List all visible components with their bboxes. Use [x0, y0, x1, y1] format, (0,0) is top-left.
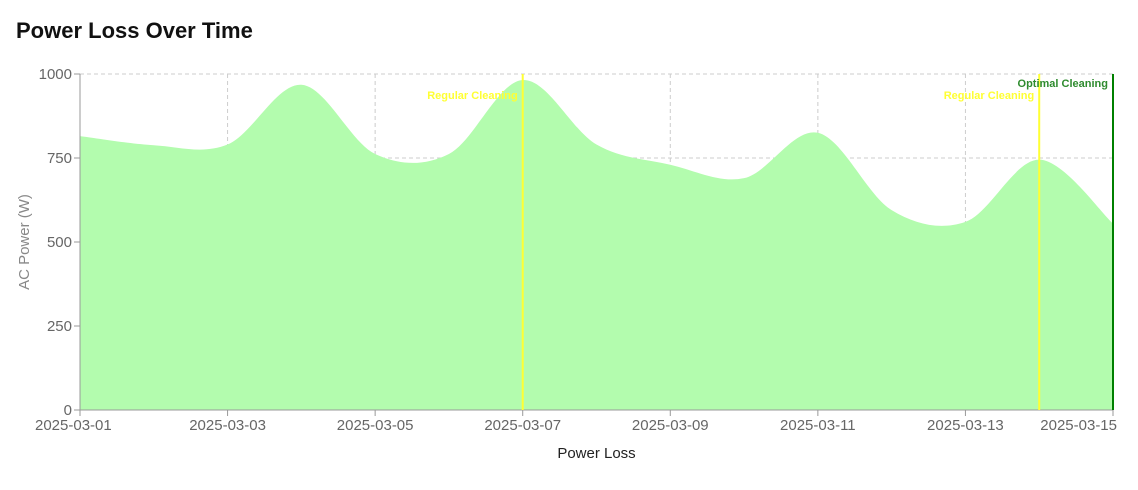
y-tick-label: 500 — [47, 234, 72, 251]
x-tick-label: 2025-03-07 — [484, 417, 561, 434]
power-area — [80, 80, 1113, 411]
data-point — [447, 152, 451, 156]
y-tick-label: 250 — [47, 318, 72, 335]
data-point — [816, 131, 820, 135]
cleaning-marker-label: Regular Cleaning — [944, 90, 1034, 102]
x-tick-label: 2025-03-05 — [337, 417, 414, 434]
data-point — [963, 220, 967, 224]
x-tick-label: 2025-03-11 — [780, 417, 856, 434]
data-point — [595, 143, 599, 147]
y-axis-title: AC Power (W) — [16, 194, 33, 290]
x-axis-title: Power Loss — [557, 445, 635, 462]
cleaning-marker-label: Regular Cleaning — [427, 90, 517, 102]
data-point — [299, 83, 303, 87]
x-tick-label: 2025-03-03 — [189, 417, 266, 434]
y-tick-label: 0 — [64, 402, 72, 419]
data-point — [152, 143, 156, 147]
cleaning-marker-label: Optimal Cleaning — [1018, 78, 1108, 90]
x-tick-label: 2025-03-13 — [927, 417, 1004, 434]
data-point — [742, 176, 746, 180]
x-tick-label: 2025-03-15 — [1040, 417, 1117, 434]
data-point — [890, 208, 894, 212]
x-tick-label: 2025-03-01 — [35, 417, 112, 434]
x-tick-label: 2025-03-09 — [632, 417, 709, 434]
y-tick-label: 750 — [47, 150, 72, 167]
data-point — [226, 143, 230, 147]
y-tick-label: 1000 — [39, 66, 72, 83]
data-point — [373, 152, 377, 156]
page-title: Power Loss Over Time — [16, 18, 253, 43]
data-point — [668, 163, 672, 167]
